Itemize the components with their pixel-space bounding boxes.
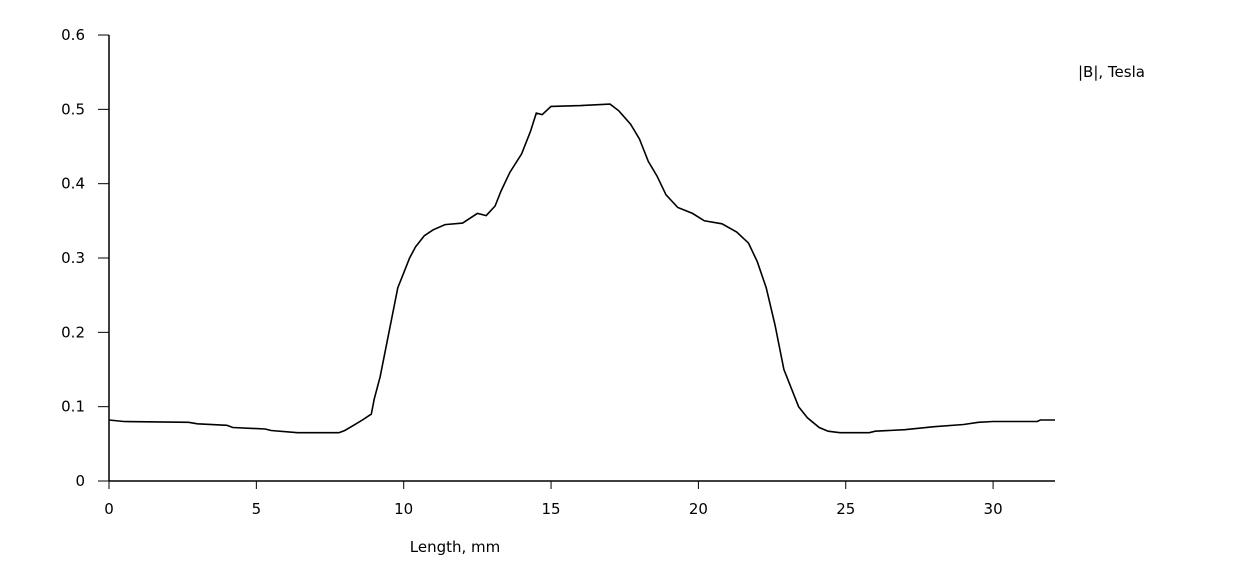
y-tick-label: 0.4 [61, 175, 85, 193]
y-tick-label: 0.1 [61, 398, 85, 416]
y-tick-label: 0.2 [61, 323, 85, 341]
x-tick-label: 10 [394, 500, 413, 518]
x-tick-label: 0 [104, 500, 114, 518]
x-tick-label: 25 [836, 500, 855, 518]
y-tick-label: 0.6 [61, 26, 85, 44]
legend-label: |B|, Tesla [1078, 63, 1145, 81]
series-line-b-tesla [108, 103, 1055, 434]
x-tick-label: 15 [542, 500, 561, 518]
y-tick-label: 0.3 [61, 249, 85, 267]
x-tick-label: 20 [689, 500, 708, 518]
x-axis-label: Length, mm [410, 538, 501, 556]
x-tick-label: 5 [252, 500, 262, 518]
y-tick-label: 0.5 [61, 100, 85, 118]
tick-labels: 0 0.1 0.2 0.3 0.4 0.5 0.6 0 5 10 15 20 25 30 [61, 26, 1003, 518]
x-tick-label: 30 [984, 500, 1003, 518]
y-tick-label: 0 [75, 472, 85, 490]
axes [98, 34, 1055, 489]
